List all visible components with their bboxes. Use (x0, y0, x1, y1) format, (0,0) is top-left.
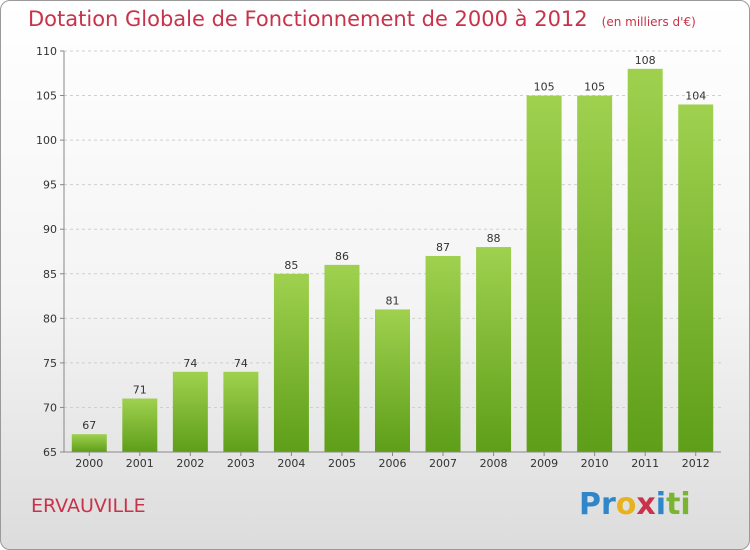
x-tick-label: 2005 (328, 457, 356, 470)
x-tick-label: 2003 (227, 457, 255, 470)
bar (678, 104, 714, 452)
commune-name: ERVAUVILLE (31, 495, 146, 517)
y-tick-label: 65 (43, 446, 57, 459)
bar-value-label: 67 (82, 419, 96, 432)
bar-value-label: 108 (635, 54, 656, 67)
bar (223, 371, 259, 452)
x-tick-label: 2009 (530, 457, 558, 470)
bar-value-label: 71 (133, 384, 147, 397)
chart-title: Dotation Globale de Fonctionnement de 20… (28, 7, 696, 31)
bar (375, 309, 410, 452)
bar-value-label: 104 (685, 89, 706, 102)
bar (273, 273, 309, 452)
bar-value-label: 74 (234, 357, 248, 370)
bar (71, 434, 107, 452)
bar-value-label: 105 (584, 81, 605, 94)
bar-value-label: 88 (487, 232, 501, 245)
x-tick-label: 2006 (379, 457, 407, 470)
bar (577, 95, 613, 453)
x-tick-label: 2008 (480, 457, 508, 470)
x-tick-label: 2002 (176, 457, 204, 470)
bar-value-label: 74 (183, 357, 197, 370)
y-tick-label: 85 (43, 268, 57, 281)
bar-value-label: 105 (534, 81, 555, 94)
bar (172, 371, 208, 452)
x-tick-label: 2007 (429, 457, 457, 470)
x-tick-label: 2012 (682, 457, 710, 470)
bar-value-label: 81 (386, 294, 400, 307)
y-tick-label: 100 (36, 134, 57, 147)
y-tick-label: 80 (43, 312, 57, 325)
x-tick-label: 2000 (75, 457, 103, 470)
bar-value-label: 86 (335, 250, 349, 263)
bar (324, 264, 360, 452)
bar (122, 398, 158, 452)
proxiti-logo: Proxiti (579, 487, 691, 522)
bar-value-label: 87 (436, 241, 450, 254)
y-tick-label: 95 (43, 179, 57, 192)
bar (425, 255, 461, 452)
bar-value-label: 85 (284, 259, 298, 272)
x-tick-label: 2010 (581, 457, 609, 470)
y-tick-label: 105 (36, 90, 57, 103)
y-tick-label: 110 (36, 45, 57, 58)
y-tick-label: 90 (43, 223, 57, 236)
bar (476, 247, 512, 452)
x-tick-label: 2001 (126, 457, 154, 470)
chart-title-text: Dotation Globale de Fonctionnement de 20… (28, 7, 588, 31)
x-tick-label: 2011 (631, 457, 659, 470)
y-tick-label: 70 (43, 401, 57, 414)
x-tick-label: 2004 (277, 457, 305, 470)
bar (627, 68, 663, 453)
bar (526, 95, 562, 453)
y-tick-label: 75 (43, 357, 57, 370)
chart-unit: (en milliers d'€) (601, 15, 696, 29)
